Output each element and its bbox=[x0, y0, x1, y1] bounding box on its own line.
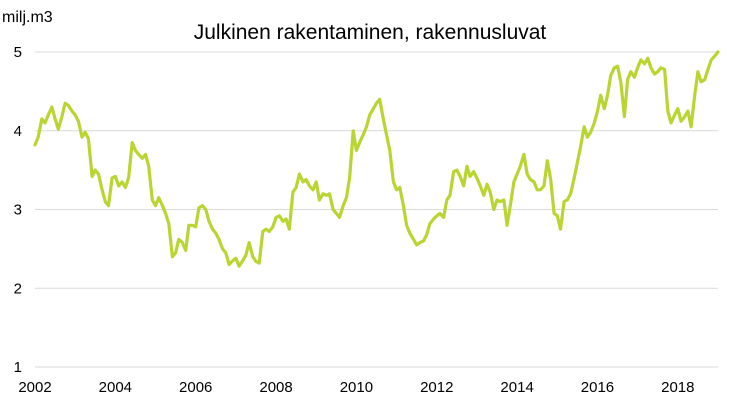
x-tick-label: 2014 bbox=[500, 379, 533, 396]
series-line bbox=[33, 50, 720, 268]
x-tick-label: 2012 bbox=[420, 379, 453, 396]
x-tick-label: 2008 bbox=[259, 379, 292, 396]
gridlines bbox=[35, 51, 718, 368]
y-axis-ticks: 1 2 3 4 5 bbox=[14, 44, 22, 376]
y-tick-label: 3 bbox=[14, 202, 22, 219]
y-axis-unit-label: milj.m3 bbox=[2, 9, 53, 26]
x-tick-label: 2004 bbox=[99, 379, 132, 396]
x-tick-label: 2018 bbox=[661, 379, 694, 396]
y-tick-label: 4 bbox=[14, 123, 22, 140]
y-tick-label: 1 bbox=[14, 359, 22, 376]
x-axis-ticks: 2002 2004 2006 2008 2010 2012 2014 2016 2018 bbox=[18, 379, 694, 396]
y-tick-label: 2 bbox=[14, 280, 22, 297]
chart-title: Julkinen rakentaminen, rakennusluvat bbox=[194, 21, 547, 44]
y-tick-label: 5 bbox=[14, 44, 22, 61]
x-tick-label: 2010 bbox=[340, 379, 373, 396]
x-tick-label: 2002 bbox=[18, 379, 51, 396]
x-tick-label: 2016 bbox=[581, 379, 614, 396]
x-tick-label: 2006 bbox=[179, 379, 212, 396]
